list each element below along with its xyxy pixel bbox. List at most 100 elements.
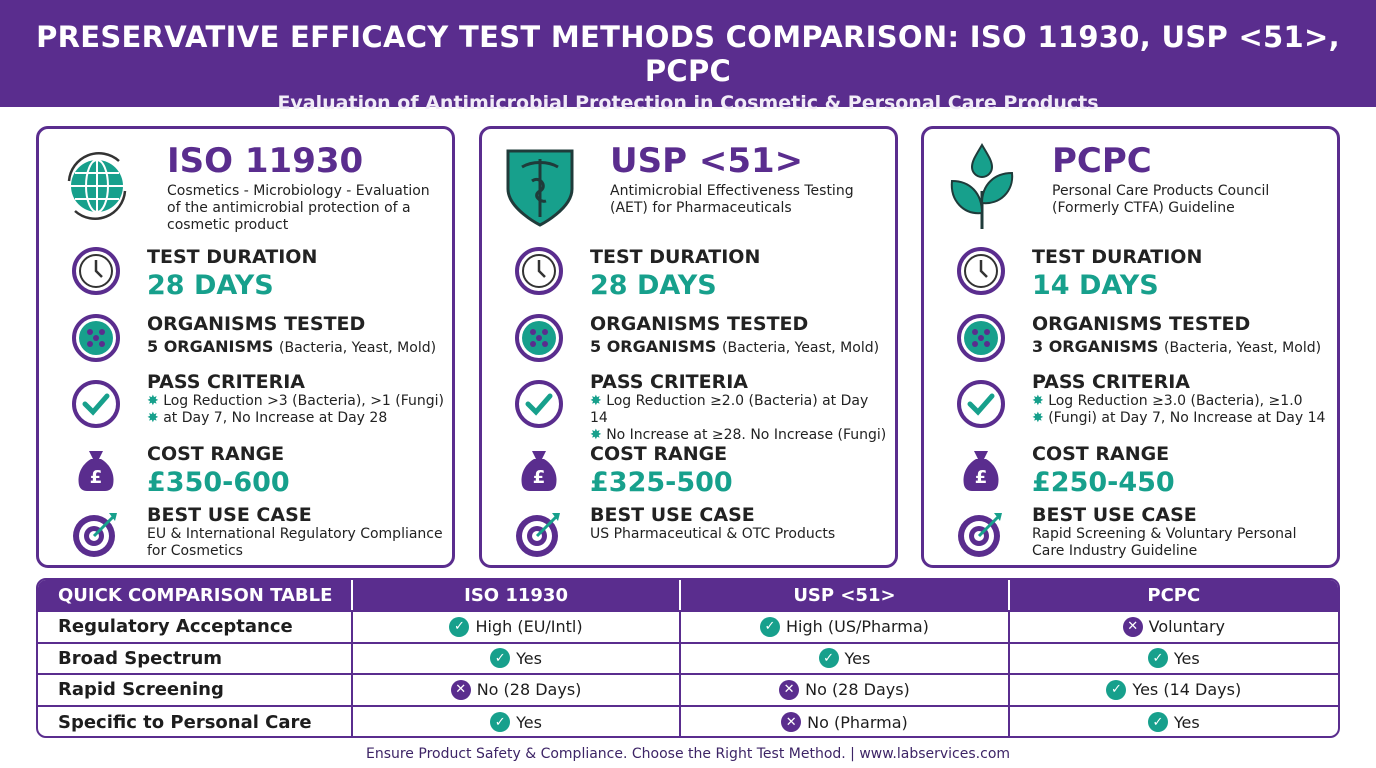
method-card-2: PCPC Personal Care Products Council (For…	[921, 126, 1340, 568]
duration-label: TEST DURATION	[147, 246, 318, 268]
cross-icon: ✕	[781, 712, 802, 733]
table-cell: ✓ High (EU/Intl)	[353, 612, 682, 642]
table-row: Specific to Personal Care ✓ Yes ✕ No (Pharma…	[38, 706, 1338, 737]
pass-criteria-line: Log Reduction ≥3.0 (Bacteria), ≥1.0	[1032, 393, 1332, 410]
cost-label: COST RANGE	[1032, 443, 1170, 465]
method-title: PCPC	[1052, 141, 1152, 181]
duration-label: TEST DURATION	[1032, 246, 1203, 268]
table-header: USP <51>	[681, 580, 1010, 610]
table-cell: ✓ Yes	[353, 706, 682, 736]
pass-label: PASS CRITERIA	[1032, 371, 1191, 393]
cross-icon: ✕	[1122, 616, 1143, 637]
pass-label: PASS CRITERIA	[590, 371, 749, 393]
table-cell: ✕ Voluntary	[1010, 612, 1338, 642]
cost-value: £250-450	[1032, 467, 1175, 498]
method-description: Personal Care Products Council (Formerly…	[1052, 183, 1270, 216]
cost-value: £325-500	[590, 467, 733, 498]
pass-criteria-line: Log Reduction >3 (Bacteria), >1 (Fungi)	[147, 393, 447, 410]
organisms-detail: (Bacteria, Yeast, Mold)	[279, 340, 437, 356]
method-card-1: USP <51> Antimicrobial Effectiveness Tes…	[479, 126, 898, 568]
best-use-value: EU & International Regulatory Compliance…	[147, 526, 443, 559]
cell-text: Yes	[1173, 712, 1200, 732]
cross-icon: ✕	[450, 679, 471, 700]
petri-dish-icon	[71, 313, 121, 363]
target-icon	[514, 509, 564, 559]
best-use-label: BEST USE CASE	[590, 504, 755, 526]
checkmark-icon	[71, 379, 121, 429]
check-icon: ✓	[1147, 648, 1168, 669]
method-title: ISO 11930	[167, 141, 364, 181]
money-bag-icon: £	[514, 443, 564, 493]
cell-text: Yes	[1173, 648, 1200, 668]
organisms-value: 5 ORGANISMS	[590, 337, 717, 356]
table-header-row: QUICK COMPARISON TABLE ISO 11930 USP <51> P…	[38, 580, 1338, 612]
checkmark-icon	[514, 379, 564, 429]
method-title: USP <51>	[610, 141, 804, 181]
organisms-label: ORGANISMS TESTED	[147, 313, 366, 335]
organisms-value: 5 ORGANISMS	[147, 337, 274, 356]
checkmark-icon	[956, 379, 1006, 429]
cost-label: COST RANGE	[147, 443, 285, 465]
table-header: PCPC	[1147, 584, 1201, 606]
check-icon: ✓	[490, 648, 511, 669]
money-bag-icon: £	[71, 443, 121, 493]
row-label: Broad Spectrum	[38, 643, 353, 673]
cell-text: No (Pharma)	[807, 712, 908, 732]
row-label: Rapid Screening	[38, 675, 353, 705]
organisms-detail: (Bacteria, Yeast, Mold)	[722, 340, 880, 356]
cell-text: Yes (14 Days)	[1132, 680, 1242, 700]
cell-text: No (28 Days)	[476, 680, 582, 700]
duration-value: 28 DAYS	[590, 270, 717, 301]
table-cell: ✓ High (US/Pharma)	[681, 612, 1010, 642]
table-cell: ✓ Yes	[353, 643, 682, 673]
best-use-value: Rapid Screening & Voluntary Personal Car…	[1032, 526, 1297, 559]
table-cell: ✓ Yes	[681, 643, 1010, 673]
check-icon: ✓	[449, 616, 470, 637]
best-use-value: US Pharmaceutical & OTC Products	[590, 526, 836, 542]
table-cell: ✓ Yes	[1010, 644, 1338, 674]
cell-text: No (28 Days)	[805, 680, 910, 700]
target-icon	[956, 509, 1006, 559]
check-icon: ✓	[760, 616, 780, 637]
table-header: QUICK COMPARISON TABLE	[38, 580, 353, 610]
check-icon: ✓	[490, 712, 511, 733]
cell-text: Yes	[844, 648, 871, 668]
method-description: Antimicrobial Effectiveness Testing (AET…	[610, 183, 854, 216]
footer-text: Ensure Product Safety & Compliance. Choo…	[365, 746, 1011, 762]
clock-icon	[514, 246, 564, 296]
table-row: Regulatory Acceptance ✓ High (EU/Intl) ✓ Hig…	[38, 612, 1338, 644]
table-cell: ✓ Yes (14 Days)	[1010, 675, 1338, 705]
target-icon	[71, 509, 121, 559]
cell-text: Voluntary	[1148, 617, 1225, 637]
svg-text:£: £	[975, 467, 988, 488]
method-card-0: ISO 11930 Cosmetics - Microbiology - Eva…	[36, 126, 455, 568]
best-use-label: BEST USE CASE	[1032, 504, 1197, 526]
svg-text:£: £	[90, 467, 103, 488]
page-title: PRESERVATIVE EFFICACY TEST METHODS COMPA…	[36, 20, 1340, 88]
leaf-drop-icon	[944, 141, 1020, 231]
petri-dish-icon	[514, 313, 564, 363]
table-header: ISO 11930	[353, 580, 682, 610]
cell-text: Yes	[516, 648, 542, 668]
globe-icon	[59, 141, 135, 231]
table-cell: ✓ Yes	[1010, 707, 1338, 737]
table-row: Rapid Screening ✕ No (28 Days) ✕ No (28 Days…	[38, 675, 1338, 707]
petri-dish-icon	[956, 313, 1006, 363]
duration-value: 28 DAYS	[147, 270, 274, 301]
pass-label: PASS CRITERIA	[147, 371, 306, 393]
pass-criteria-line: (Fungi) at Day 7, No Increase at Day 14	[1032, 410, 1332, 427]
best-use-label: BEST USE CASE	[147, 504, 312, 526]
table-cell: ✕ No (28 Days)	[681, 675, 1010, 705]
duration-value: 14 DAYS	[1032, 270, 1159, 301]
cell-text: High (EU/Intl)	[475, 617, 583, 637]
caduceus-shield-icon	[502, 141, 578, 231]
method-description: Cosmetics - Microbiology - Evaluation of…	[167, 183, 430, 233]
svg-text:£: £	[533, 467, 546, 488]
organisms-value: 3 ORGANISMS	[1032, 337, 1159, 356]
check-icon: ✓	[1106, 679, 1127, 700]
row-label: Specific to Personal Care	[38, 706, 353, 736]
pass-criteria-line: Log Reduction ≥2.0 (Bacteria) at Day 14	[590, 393, 890, 427]
organisms-label: ORGANISMS TESTED	[590, 313, 809, 335]
organisms-detail: (Bacteria, Yeast, Mold)	[1164, 340, 1322, 356]
clock-icon	[71, 246, 121, 296]
